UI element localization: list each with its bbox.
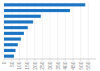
bar bbox=[4, 32, 24, 35]
bar bbox=[4, 43, 18, 46]
bar bbox=[4, 37, 21, 40]
bars bbox=[4, 3, 85, 57]
x-tick-label: 100 bbox=[16, 61, 22, 70]
x-tick-label: 450 bbox=[70, 61, 76, 70]
x-tick bbox=[42, 59, 43, 61]
x-tick bbox=[4, 59, 5, 61]
grid-line bbox=[88, 2, 89, 59]
x-tick bbox=[57, 59, 58, 61]
bar bbox=[4, 55, 14, 58]
bar bbox=[4, 15, 41, 18]
x-axis-line bbox=[4, 59, 96, 60]
bar bbox=[4, 26, 28, 29]
bar bbox=[4, 49, 16, 52]
x-tick-label: 550 bbox=[85, 61, 91, 70]
x-tick-label: 150 bbox=[24, 61, 30, 70]
chart: 050100150200250300350400450500550 bbox=[0, 0, 100, 71]
x-tick bbox=[11, 59, 12, 61]
x-tick bbox=[34, 59, 35, 61]
x-tick-label: 350 bbox=[55, 61, 61, 70]
bar bbox=[4, 20, 33, 23]
x-tick-label: 200 bbox=[32, 61, 38, 70]
x-tick bbox=[19, 59, 20, 61]
x-tick-label: 250 bbox=[39, 61, 45, 70]
x-tick bbox=[73, 59, 74, 61]
x-tick-label: 300 bbox=[47, 61, 53, 70]
x-tick bbox=[65, 59, 66, 61]
x-tick bbox=[80, 59, 81, 61]
grid-line bbox=[73, 2, 74, 59]
x-tick bbox=[27, 59, 28, 61]
x-tick-label: 50 bbox=[9, 61, 15, 67]
bar bbox=[4, 3, 85, 6]
x-tick-label: 400 bbox=[62, 61, 68, 70]
x-tick-label: 500 bbox=[78, 61, 84, 70]
x-tick bbox=[50, 59, 51, 61]
grid-line bbox=[80, 2, 81, 59]
bar bbox=[4, 9, 70, 12]
x-tick bbox=[88, 59, 89, 61]
x-tick-label: 0 bbox=[1, 61, 7, 64]
